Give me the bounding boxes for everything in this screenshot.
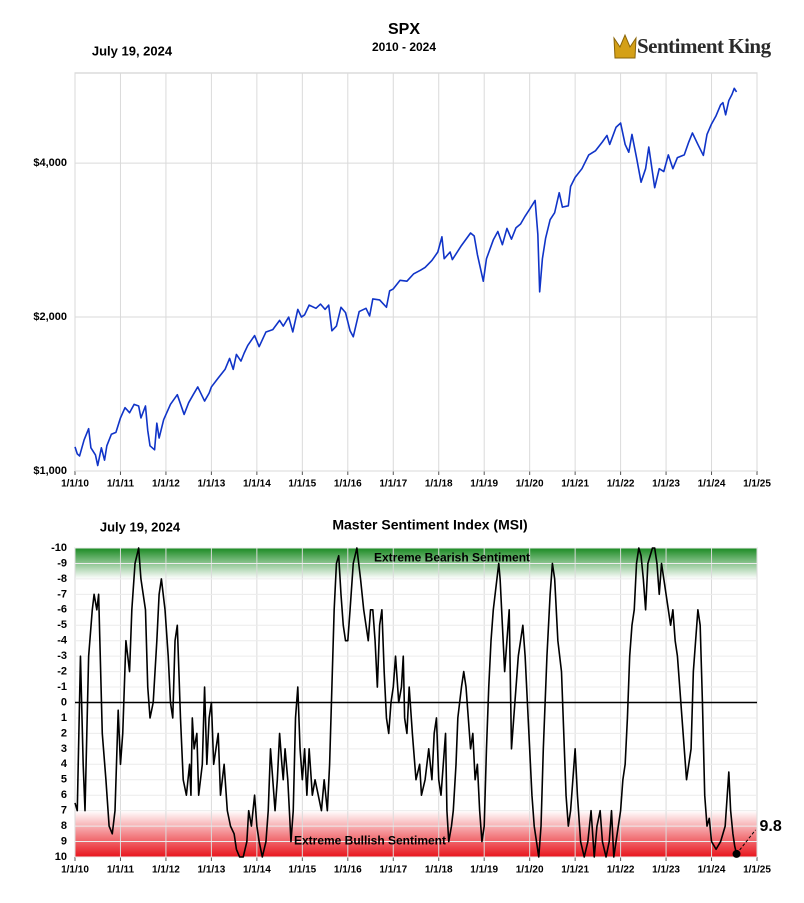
x-tick-label: 1/1/25 xyxy=(743,865,771,876)
x-tick-label: 1/1/25 xyxy=(743,479,771,490)
y-tick-label: 6 xyxy=(61,789,67,801)
band-label: Extreme Bearish Sentiment xyxy=(374,550,530,564)
y-tick-label: 2 xyxy=(61,727,67,739)
y-tick-label: 4 xyxy=(61,758,68,770)
x-tick-label: 1/1/24 xyxy=(698,479,726,490)
y-tick-label: 0 xyxy=(61,696,67,708)
y-tick-label: -10 xyxy=(51,542,67,554)
x-tick-label: 1/1/11 xyxy=(107,479,135,490)
x-tick-label: 1/1/13 xyxy=(197,479,225,490)
last-point xyxy=(732,849,741,858)
chart-subtitle: 2010 - 2024 xyxy=(372,40,436,54)
x-tick-label: 1/1/21 xyxy=(561,479,589,490)
y-tick-label: $1,000 xyxy=(33,465,67,477)
x-tick-label: 1/1/13 xyxy=(197,865,225,876)
x-tick-label: 1/1/10 xyxy=(61,865,89,876)
sentiment-band xyxy=(75,810,757,857)
x-tick-label: 1/1/15 xyxy=(288,479,316,490)
x-tick-label: 1/1/17 xyxy=(379,865,407,876)
x-tick-label: 1/1/20 xyxy=(516,865,544,876)
y-tick-label: 5 xyxy=(61,774,67,786)
band-label: Extreme Bullish Sentiment xyxy=(294,834,446,848)
y-tick-label: $2,000 xyxy=(33,311,67,323)
chart-title: Master Sentiment Index (MSI) xyxy=(332,517,527,533)
x-tick-label: 1/1/21 xyxy=(561,865,589,876)
y-tick-label: -3 xyxy=(57,650,67,662)
chart-title: SPX xyxy=(388,21,420,38)
y-tick-label: -1 xyxy=(57,681,67,693)
x-tick-label: 1/1/12 xyxy=(152,865,180,876)
x-tick-label: 1/1/22 xyxy=(607,865,635,876)
callout-line xyxy=(736,829,756,855)
logo-text: Sentiment King xyxy=(637,34,772,58)
x-tick-label: 1/1/19 xyxy=(470,865,498,876)
x-tick-label: 1/1/20 xyxy=(516,479,544,490)
x-tick-label: 1/1/23 xyxy=(652,865,680,876)
y-tick-label: 8 xyxy=(61,820,67,832)
data-line xyxy=(74,547,738,858)
x-tick-label: 1/1/23 xyxy=(652,479,680,490)
y-tick-label: -9 xyxy=(57,557,67,569)
date-label: July 19, 2024 xyxy=(92,43,173,58)
x-tick-label: 1/1/22 xyxy=(607,479,635,490)
y-tick-label: $4,000 xyxy=(33,157,67,169)
data-line xyxy=(74,87,738,467)
y-tick-label: 9 xyxy=(61,835,67,847)
x-tick-label: 1/1/17 xyxy=(379,479,407,490)
x-tick-label: 1/1/14 xyxy=(243,479,271,490)
x-tick-label: 1/1/12 xyxy=(152,479,180,490)
x-tick-label: 1/1/14 xyxy=(243,865,271,876)
y-tick-label: -8 xyxy=(57,573,67,585)
x-tick-label: 1/1/16 xyxy=(334,479,362,490)
x-tick-label: 1/1/19 xyxy=(470,479,498,490)
x-tick-label: 1/1/10 xyxy=(61,479,89,490)
y-tick-label: 1 xyxy=(61,712,67,724)
x-tick-label: 1/1/18 xyxy=(425,865,453,876)
x-tick-label: 1/1/18 xyxy=(425,479,453,490)
y-tick-label: 10 xyxy=(55,851,67,863)
y-tick-label: -4 xyxy=(57,635,68,647)
y-tick-label: 3 xyxy=(61,743,67,755)
x-tick-label: 1/1/15 xyxy=(288,865,316,876)
y-tick-label: -7 xyxy=(57,588,67,600)
crown-icon xyxy=(613,33,637,59)
x-tick-label: 1/1/24 xyxy=(698,865,726,876)
x-tick-label: 1/1/11 xyxy=(107,865,135,876)
last-value-label: 9.8 xyxy=(760,818,782,835)
date-label: July 19, 2024 xyxy=(100,519,181,534)
y-tick-label: -2 xyxy=(57,666,67,678)
y-tick-label: 7 xyxy=(61,805,67,817)
x-tick-label: 1/1/16 xyxy=(334,865,362,876)
logo: Sentiment King xyxy=(613,33,772,59)
y-tick-label: -6 xyxy=(57,604,67,616)
y-tick-label: -5 xyxy=(57,619,67,631)
